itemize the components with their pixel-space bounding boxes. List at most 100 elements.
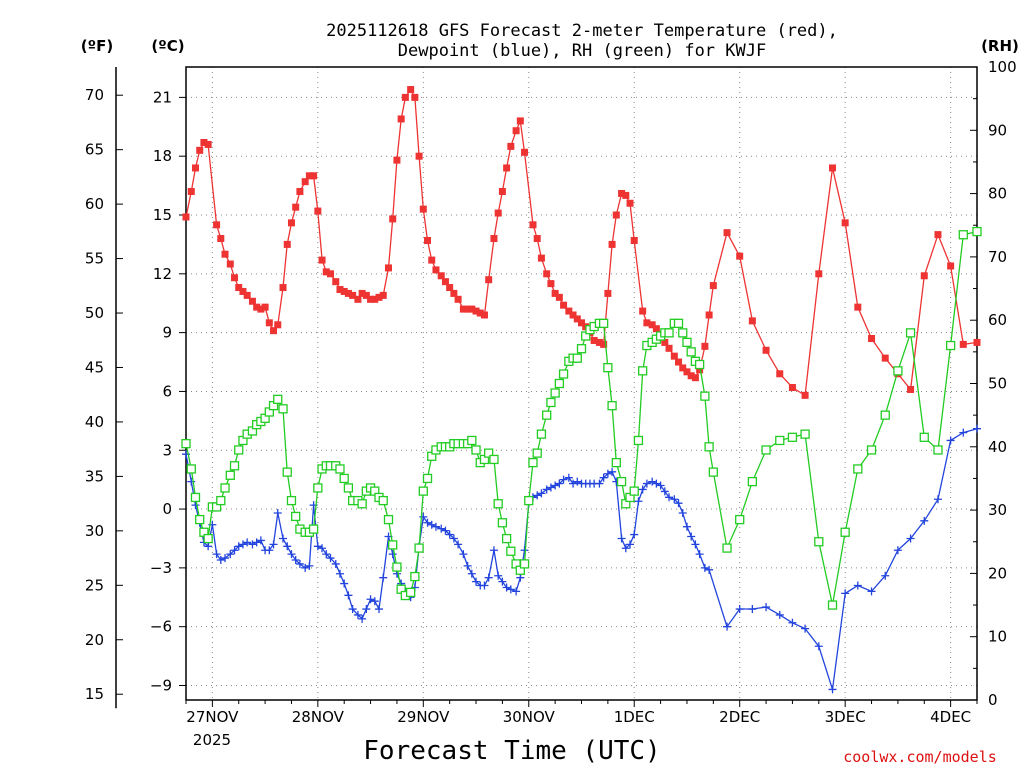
rh-series — [181, 226, 982, 610]
rh-point — [418, 486, 428, 496]
temperature-point — [578, 319, 585, 327]
temperature-point — [494, 209, 502, 217]
rh-point — [532, 448, 542, 458]
dewpoint-point — [379, 573, 388, 582]
rh-point — [497, 518, 508, 528]
dewpoint-point — [564, 473, 573, 482]
dewpoint-point — [287, 550, 296, 559]
dewpoint-point — [441, 526, 450, 535]
temperature-point — [503, 164, 511, 172]
dewpoint-point — [494, 571, 503, 580]
temperature-point — [226, 260, 234, 268]
dewpoint-point — [445, 530, 454, 539]
celsius-unit-label: (ºC) — [151, 37, 184, 55]
dewpoint-point — [533, 491, 542, 500]
x-tick-label: 2DEC — [719, 708, 760, 726]
rh-point — [190, 492, 201, 503]
rh-point — [471, 445, 481, 455]
temperature-point — [736, 252, 744, 260]
temperature-point — [630, 236, 638, 244]
dewpoint-point — [243, 538, 252, 547]
rh-point — [286, 495, 297, 506]
credit-link[interactable]: coolwx.com/models — [843, 748, 997, 766]
rh-point — [576, 344, 587, 354]
temperature-point — [533, 235, 541, 243]
fahrenheit-tick-label: 70 — [85, 86, 104, 104]
rh-point — [489, 454, 499, 465]
temperature-point — [934, 231, 942, 239]
dewpoint-point — [318, 544, 327, 553]
temperature-point — [332, 278, 340, 286]
rh-point — [339, 473, 349, 484]
dewpoint-point — [419, 512, 428, 521]
temperature-point — [428, 256, 436, 264]
dewpoint-point — [788, 618, 797, 627]
temperature-point — [480, 311, 488, 319]
temperature-point — [248, 297, 256, 305]
temperature-point — [459, 305, 467, 313]
temperature-point — [696, 366, 704, 374]
temperature-point — [231, 274, 239, 282]
dewpoint-point — [331, 559, 340, 568]
dewpoint-point — [216, 556, 225, 565]
plot-frame — [185, 66, 978, 701]
temperature-point — [441, 278, 449, 286]
temperature-point — [973, 338, 981, 346]
dewpoint-point — [617, 534, 626, 543]
rh-point — [800, 429, 810, 439]
dewpoint-point — [252, 538, 261, 547]
temperature-point — [221, 250, 229, 258]
rh-point — [273, 394, 283, 404]
temperature-point — [920, 272, 928, 280]
dewpoint-point — [551, 481, 560, 490]
dewpoint-point — [454, 540, 463, 549]
rh-point — [181, 438, 191, 449]
dewpoint-point — [348, 605, 357, 614]
temperature-point — [723, 229, 731, 237]
temperature-point — [512, 127, 520, 135]
rh-point — [678, 328, 688, 338]
temperature-point — [516, 117, 524, 125]
temperature-point — [498, 187, 506, 195]
rh-point — [840, 527, 850, 537]
temperature-point — [485, 276, 493, 284]
temperature-point — [401, 93, 409, 101]
temperature-point — [547, 280, 555, 288]
dewpoint-point — [265, 546, 274, 555]
temperature-point — [788, 384, 796, 392]
temperature-point — [196, 146, 204, 154]
temperature-point — [472, 307, 480, 315]
fahrenheit-tick-label: 45 — [85, 358, 104, 376]
rh-point — [700, 391, 710, 401]
rh-point — [291, 511, 301, 522]
rh-point — [708, 467, 718, 477]
dewpoint-point — [569, 479, 578, 488]
temperature-point — [529, 221, 537, 229]
rh-point — [282, 467, 292, 477]
dewpoint-point — [291, 556, 300, 565]
temperature-point — [432, 266, 440, 274]
temperature-point — [375, 293, 383, 301]
rh-point — [405, 587, 416, 598]
temperature-point — [829, 164, 837, 172]
temperature-point — [652, 325, 660, 333]
temperature-point — [555, 293, 563, 301]
rh-point — [853, 464, 863, 474]
temperature-point — [701, 342, 709, 350]
temperature-point — [476, 309, 484, 317]
rh-point — [519, 559, 530, 569]
rh-point — [216, 495, 226, 506]
dewpoint-point — [608, 467, 617, 476]
celsius-tick-label: −3 — [150, 559, 172, 577]
dewpoint-point — [516, 573, 525, 582]
rh-point — [383, 514, 394, 525]
temperature-point — [507, 142, 515, 150]
dewpoint-point — [362, 605, 371, 614]
dewpoint-point — [279, 534, 288, 543]
dewpoint-point — [431, 522, 440, 531]
rh-point — [524, 495, 534, 506]
temperature-point — [464, 305, 472, 313]
rh-point — [203, 533, 213, 544]
rh-point — [747, 476, 758, 487]
